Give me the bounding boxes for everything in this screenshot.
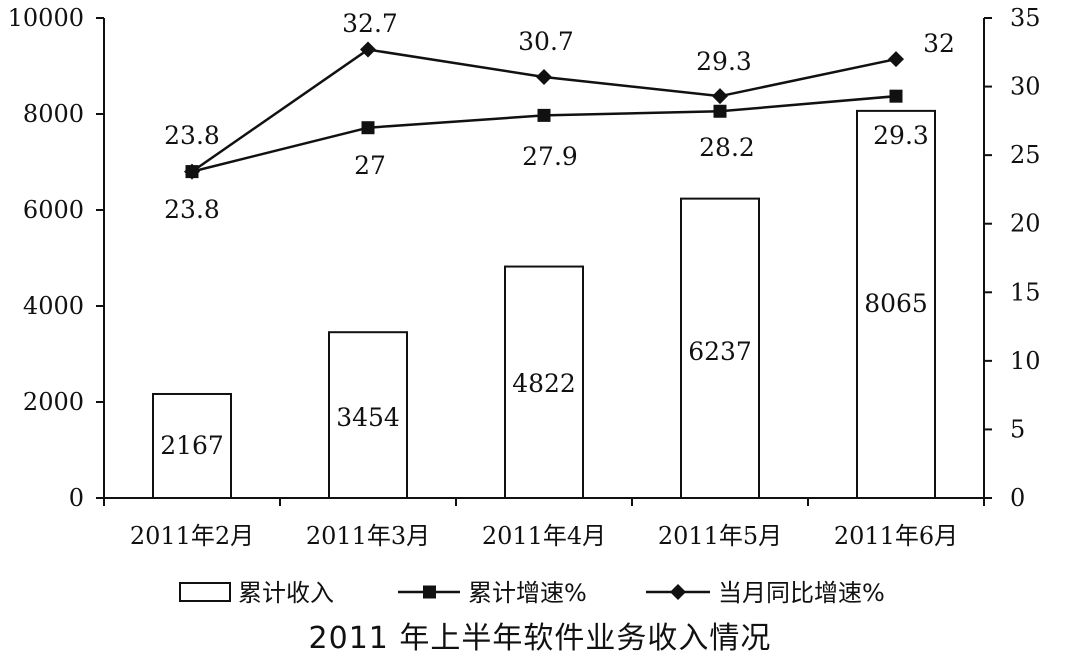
legend-cumulative-marker: [423, 585, 436, 599]
right-tick-label: 20: [1010, 210, 1041, 238]
monthly-growth-label: 32: [923, 29, 955, 58]
left-tick-label: 10000: [8, 4, 84, 32]
cumulative-growth-marker: [361, 121, 375, 135]
cumulative-growth-label: 27: [354, 151, 386, 180]
left-tick-label: 0: [69, 484, 84, 512]
x-tick-label: 2011年2月: [130, 522, 254, 550]
cumulative-growth-label: 27.9: [522, 142, 578, 171]
cumulative-growth-label: 28.2: [699, 133, 755, 162]
bar: [152, 392, 232, 500]
x-tick-label: 2011年4月: [482, 522, 606, 550]
left-tick-label: 2000: [23, 388, 84, 416]
left-tick-label: 8000: [23, 100, 84, 128]
right-tick-label: 10: [1010, 347, 1041, 375]
left-tick-label: 6000: [23, 196, 84, 224]
x-tick-label: 2011年3月: [306, 522, 430, 550]
bar: [504, 265, 584, 499]
cumulative-growth-marker: [713, 104, 727, 118]
right-tick-label: 0: [1010, 484, 1025, 512]
monthly-growth-marker: [712, 88, 728, 105]
monthly-growth-marker: [360, 41, 376, 58]
monthly-growth-label: 30.7: [518, 27, 574, 56]
right-tick-label: 35: [1010, 4, 1041, 32]
bar-value-label: 6237: [688, 337, 752, 366]
bar: [856, 109, 936, 499]
cumulative-growth-marker: [889, 89, 903, 103]
cumulative-growth-marker: [537, 108, 551, 122]
bar-value-label: 3454: [336, 403, 400, 432]
monthly-growth-marker: [536, 68, 552, 85]
monthly-growth-marker: [184, 163, 200, 180]
bar-value-label: 2167: [160, 431, 224, 460]
bar-value-label: 4822: [512, 369, 576, 398]
monthly-growth-label: 32.7: [342, 9, 398, 38]
chart-title: 2011 年上半年软件业务收入情况: [309, 621, 772, 656]
monthly-growth-label: 29.3: [696, 47, 752, 76]
bar: [680, 197, 760, 499]
monthly-growth-label: 23.8: [164, 121, 220, 150]
legend-monthly-marker: [670, 584, 686, 600]
bar-value-label: 8065: [864, 289, 928, 318]
left-tick-label: 4000: [23, 292, 84, 320]
right-tick-label: 15: [1010, 278, 1041, 306]
cumulative-growth-label: 29.3: [873, 121, 929, 150]
monthly-growth-marker: [888, 51, 904, 68]
legend-bar-label: 累计收入: [238, 579, 334, 607]
right-tick-label: 30: [1010, 73, 1041, 101]
legend-cumulative-label: 累计增速%: [468, 579, 587, 607]
legend-monthly-label: 当月同比增速%: [718, 579, 885, 607]
legend-bar-swatch: [179, 582, 231, 602]
bar: [328, 331, 408, 500]
cumulative-growth-label: 23.8: [164, 195, 220, 224]
right-tick-label: 25: [1010, 141, 1041, 169]
x-tick-label: 2011年6月: [834, 522, 958, 550]
x-tick-label: 2011年5月: [658, 522, 782, 550]
right-tick-label: 5: [1010, 415, 1025, 443]
